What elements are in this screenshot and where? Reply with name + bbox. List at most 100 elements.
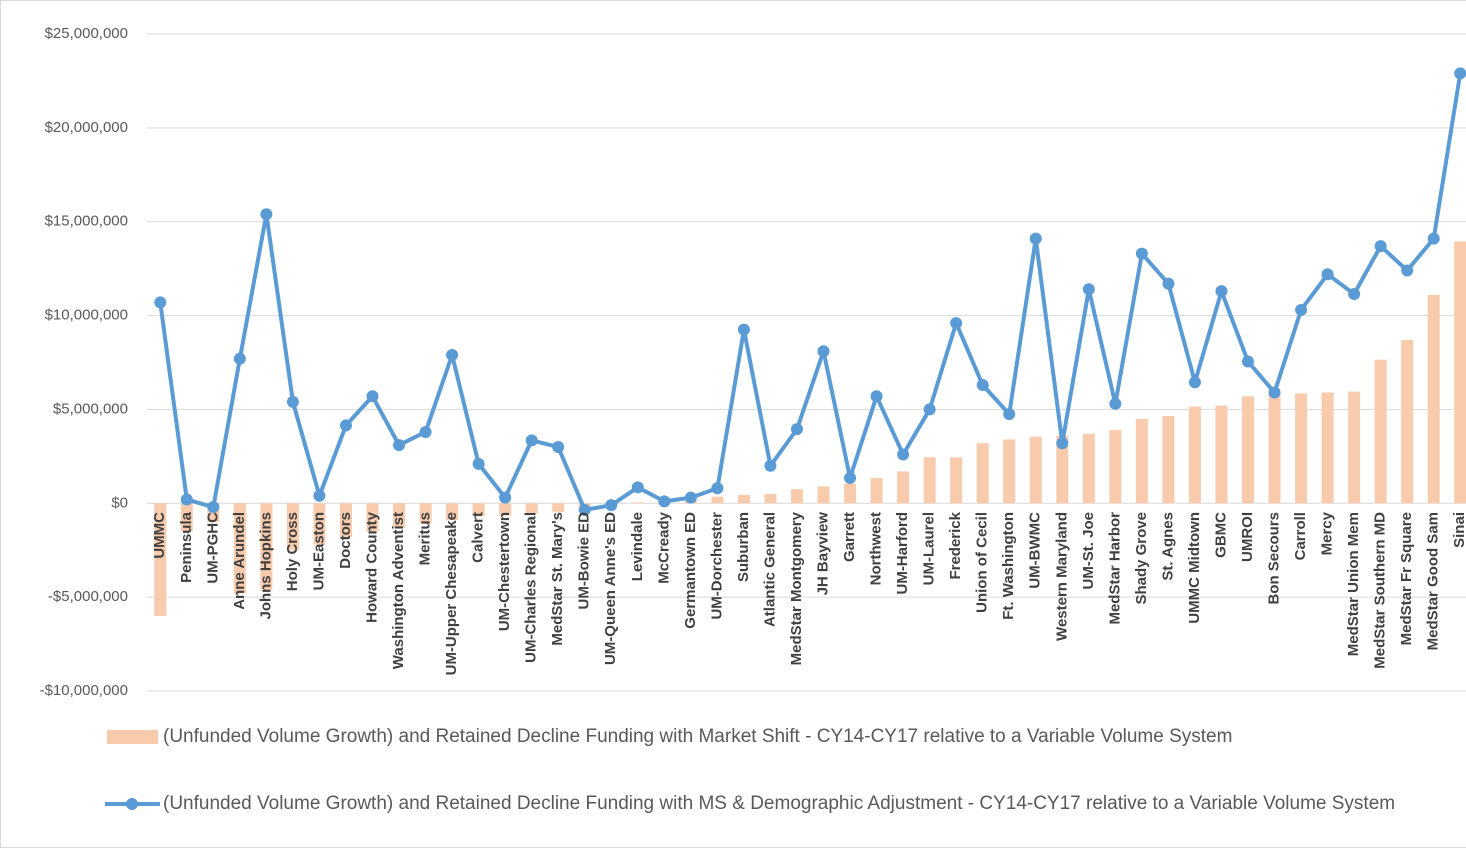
bar <box>950 457 963 504</box>
bar <box>1268 393 1281 504</box>
marker <box>870 390 883 403</box>
x-tick-label: UM-Laurel <box>921 512 938 585</box>
marker <box>1374 240 1387 253</box>
marker <box>1321 268 1334 281</box>
x-tick-label: Holy Cross <box>284 512 301 591</box>
bar <box>1454 241 1466 504</box>
x-tick-label: UM-Upper Chesapeake <box>443 512 460 675</box>
x-tick-label: UM-St. Joe <box>1080 512 1097 590</box>
marker <box>1162 277 1175 290</box>
x-tick-label: UM-Chestertown <box>496 512 513 631</box>
legend-entry: (Unfunded Volume Growth) and Retained De… <box>163 726 1233 747</box>
marker <box>1427 232 1440 245</box>
marker <box>1348 287 1361 300</box>
line <box>158 73 1463 512</box>
bar <box>180 503 193 532</box>
marker <box>844 471 857 484</box>
bar <box>1295 393 1308 504</box>
x-tick-label: Bon Secours <box>1265 512 1282 605</box>
marker <box>1401 264 1414 277</box>
x-tick-label: MedStar Montgomery <box>788 511 805 665</box>
bar <box>711 496 724 504</box>
marker <box>1082 283 1095 296</box>
labels: -$10,000,000 -$5,000,000 $0 $5,000,000 $10,0… <box>40 25 1466 699</box>
bar <box>1321 392 1334 504</box>
x-tick-label: St. Agnes <box>1159 512 1176 581</box>
x-tick-label: Johns Hopkins <box>257 512 274 620</box>
x-tick-label: Washington Adventist <box>390 512 407 669</box>
bar <box>764 493 777 504</box>
bar <box>286 503 299 551</box>
y-tick-label: -$10,000,000 <box>40 682 128 699</box>
legend-swatch-bar <box>107 730 158 744</box>
bar <box>233 503 246 594</box>
marker <box>472 457 485 470</box>
x-tick-label: Sinai <box>1451 512 1466 548</box>
marker <box>631 481 644 494</box>
marker <box>897 448 910 461</box>
x-tick-label: UMROI <box>1239 512 1256 562</box>
bar <box>1188 406 1201 504</box>
marker <box>1268 386 1281 399</box>
x-tick-label: Calvert <box>470 512 487 563</box>
marker <box>446 348 459 361</box>
x-tick-label: Atlantic General <box>761 512 778 627</box>
bar <box>552 503 565 512</box>
marker <box>950 317 963 330</box>
marker <box>1241 355 1254 368</box>
x-tick-label: Mercy <box>1319 511 1336 555</box>
x-tick-label: Levindale <box>629 512 646 581</box>
marker <box>976 379 989 392</box>
bar <box>393 503 406 528</box>
marker <box>1188 376 1201 389</box>
x-tick-label: Ft. Washington <box>1000 512 1017 620</box>
x-tick-label: Shady Grove <box>1133 512 1150 605</box>
marker <box>817 345 830 358</box>
x-tick-label: MedStar St. Mary's <box>549 512 566 646</box>
bar <box>366 503 379 532</box>
x-tick-label: Meritus <box>417 512 434 565</box>
x-tick-label: GBMC <box>1212 512 1229 558</box>
x-tick-label: UM-Harford <box>894 512 911 595</box>
marker <box>180 493 193 506</box>
bar <box>1003 439 1016 504</box>
bar <box>631 502 644 504</box>
x-tick-label: Carroll <box>1292 512 1309 560</box>
x-tick-label: UM-Easton <box>310 512 327 590</box>
marker <box>1215 285 1228 298</box>
x-tick-label: MedStar Good Sam <box>1425 512 1442 650</box>
bar <box>1056 435 1069 504</box>
marker <box>1029 232 1042 245</box>
bar <box>870 477 883 504</box>
bar <box>976 443 989 504</box>
y-tick-label: $25,000,000 <box>45 25 128 42</box>
marker <box>1056 437 1069 450</box>
marker <box>737 323 750 336</box>
bar <box>1029 436 1042 504</box>
legend-entry: (Unfunded Volume Growth) and Retained De… <box>163 793 1396 814</box>
marker <box>1295 303 1308 316</box>
bar <box>817 486 830 504</box>
bar <box>1348 391 1361 504</box>
x-tick-label: Germantown ED <box>682 512 699 629</box>
marker <box>393 439 406 452</box>
marker <box>790 423 803 436</box>
x-tick-label: MedStar Union Mem <box>1345 512 1362 656</box>
x-tick-label: Anne Arundel <box>231 512 248 610</box>
legend-swatch-marker <box>126 798 138 810</box>
bar <box>844 483 857 504</box>
marker <box>339 419 352 432</box>
y-tick-label: $15,000,000 <box>45 213 128 230</box>
bar <box>923 457 936 504</box>
bar <box>737 494 750 504</box>
x-tick-label: UM-PGHC <box>204 512 221 584</box>
x-tick-label: Howard County <box>363 511 380 622</box>
bar <box>525 503 538 514</box>
x-tick-label: UM-Charles Regional <box>523 512 540 663</box>
marker <box>207 501 220 514</box>
y-tick-label: $10,000,000 <box>45 307 128 324</box>
x-tick-label: MedStar Harbor <box>1106 512 1123 625</box>
y-tick-label: $5,000,000 <box>53 400 128 417</box>
bar <box>1374 359 1387 504</box>
